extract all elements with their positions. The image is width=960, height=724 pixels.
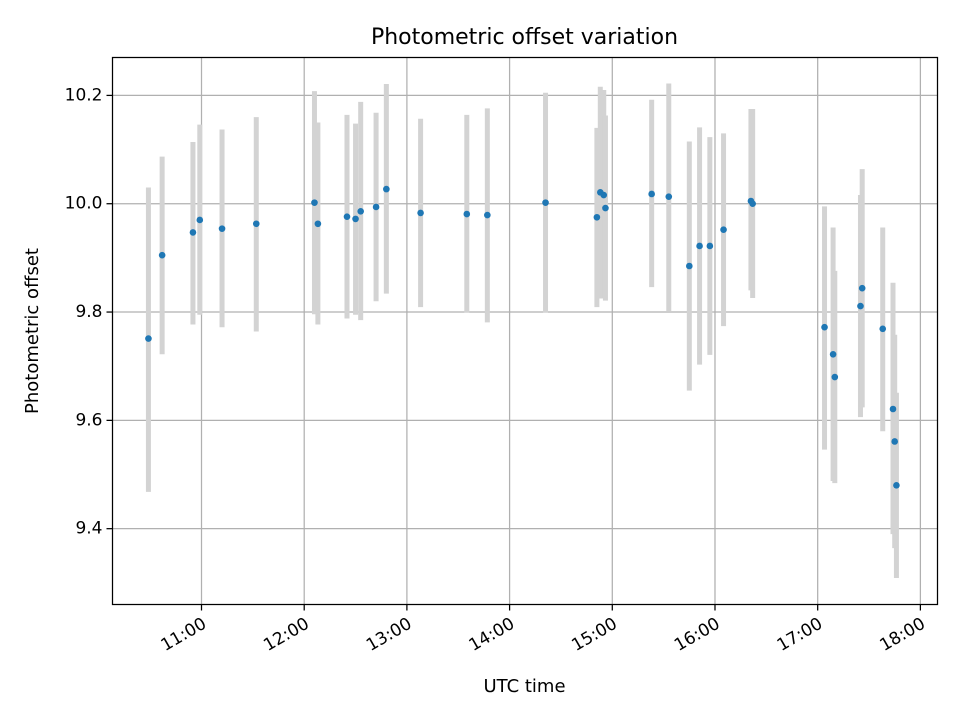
data-point — [343, 213, 351, 221]
data-point — [417, 209, 424, 217]
data-point — [593, 213, 601, 221]
data-point — [696, 242, 703, 250]
x-tick-label: 18:00 — [876, 614, 928, 656]
data-point — [383, 185, 390, 193]
x-tick-label: 12:00 — [260, 614, 312, 656]
x-tick-label: 15:00 — [568, 614, 620, 656]
data-point — [218, 225, 226, 232]
x-axis-ticks: 11:00 12:00 13:00 14:00 15:00 16:00 17:00 18:00 — [158, 604, 929, 656]
data-point — [357, 208, 364, 215]
data-point — [196, 216, 204, 224]
data-point — [602, 204, 609, 212]
data-point — [158, 251, 166, 259]
x-axis-label: UTC time — [483, 676, 565, 697]
data-point — [829, 350, 837, 358]
data-point — [189, 229, 197, 236]
data-point — [314, 220, 322, 228]
x-tick-label: 13:00 — [363, 614, 415, 656]
x-tick-label: 17:00 — [774, 614, 826, 656]
x-tick-label: 14:00 — [466, 614, 518, 656]
data-point — [720, 226, 727, 234]
data-point — [879, 325, 887, 333]
data-point — [372, 203, 380, 211]
data-point — [145, 335, 152, 342]
y-tick-label: 9.8 — [75, 302, 102, 322]
x-tick-label: 16:00 — [671, 614, 723, 656]
grid-lines — [112, 57, 938, 605]
data-point — [891, 438, 899, 445]
y-axis-label: Photometric offset — [22, 248, 43, 414]
data-point — [893, 482, 900, 489]
data-points — [145, 185, 900, 489]
data-point — [889, 405, 897, 413]
y-tick-label: 10.0 — [65, 194, 103, 214]
y-tick-label: 9.4 — [75, 519, 102, 539]
data-point — [858, 284, 866, 292]
data-point — [749, 200, 756, 208]
y-tick-label: 10.2 — [65, 85, 103, 105]
data-point — [831, 373, 839, 381]
data-point — [706, 242, 714, 250]
plot-area-frame — [111, 56, 939, 606]
y-tick-label: 9.6 — [75, 410, 102, 430]
data-point — [857, 302, 864, 310]
data-point — [600, 191, 608, 199]
data-point — [542, 199, 549, 206]
data-point — [352, 215, 359, 223]
data-point — [648, 190, 655, 198]
data-point — [821, 323, 828, 331]
data-point — [463, 210, 471, 218]
error-bars — [145, 83, 899, 578]
data-point — [484, 211, 491, 219]
chart-title: Photometric offset variation — [371, 25, 678, 50]
y-axis-ticks: 9.4 9.6 9.8 10.0 10.2 — [65, 85, 113, 539]
data-point — [686, 262, 693, 270]
data-point — [665, 193, 673, 200]
data-point — [311, 199, 318, 206]
x-tick-label: 11:00 — [158, 614, 210, 656]
data-point — [252, 220, 260, 228]
